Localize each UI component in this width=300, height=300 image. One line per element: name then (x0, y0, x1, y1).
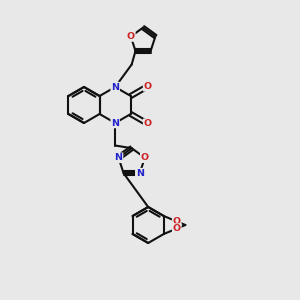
Text: O: O (141, 153, 149, 162)
Text: N: N (136, 169, 144, 178)
Text: N: N (111, 82, 119, 91)
Text: O: O (144, 119, 152, 128)
Text: N: N (111, 118, 119, 127)
Text: N: N (115, 153, 123, 162)
Text: O: O (144, 82, 152, 91)
Text: O: O (173, 224, 181, 233)
Text: O: O (127, 32, 135, 41)
Text: O: O (173, 217, 181, 226)
